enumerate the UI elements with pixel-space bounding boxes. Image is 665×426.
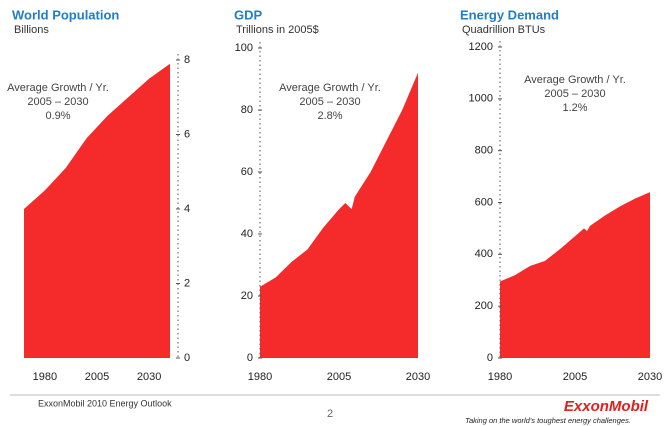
chart-title: GDP (234, 7, 263, 22)
y-tick-label: 2 (184, 277, 190, 289)
chart-subtitle: Quadrillion BTUs (462, 24, 546, 36)
y-tick-label: 1200 (469, 41, 493, 53)
annotation: Average Growth / Yr. (7, 82, 109, 94)
annotation: Average Growth / Yr. (524, 74, 626, 86)
y-tick-label: 0 (184, 352, 190, 364)
chart-subtitle: Billions (14, 24, 49, 36)
x-tick-label: 2005 (563, 371, 587, 383)
annotation: 1.2% (562, 102, 587, 114)
annotation: 0.9% (45, 110, 70, 122)
tagline: Taking on the world's toughest energy ch… (465, 416, 631, 425)
chart-subtitle: Trillions in 2005$ (236, 24, 319, 36)
page-number: 2 (327, 408, 333, 420)
y-tick-label: 600 (475, 196, 493, 208)
footer-source: ExxonMobil 2010 Energy Outlook (38, 398, 172, 408)
y-tick-label: 200 (475, 300, 493, 312)
x-tick-label: 1980 (33, 371, 57, 383)
area (260, 72, 418, 359)
y-tick-label: 8 (184, 54, 190, 66)
y-tick-label: 400 (475, 248, 493, 260)
y-tick-label: 1000 (469, 93, 493, 105)
x-tick-label: 2030 (406, 371, 430, 383)
annotation: 2005 – 2030 (299, 96, 360, 108)
y-tick-label: 20 (241, 290, 253, 302)
y-tick-label: 4 (184, 203, 190, 215)
annotation: 2005 – 2030 (544, 88, 605, 100)
annotation: 2005 – 2030 (27, 96, 88, 108)
logo: ExxonMobil (564, 398, 649, 415)
y-tick-label: 0 (487, 352, 493, 364)
x-tick-label: 1980 (488, 371, 512, 383)
x-tick-label: 2005 (85, 371, 109, 383)
x-tick-label: 1980 (248, 371, 272, 383)
x-tick-label: 2030 (638, 371, 662, 383)
chart-title: World Population (12, 7, 119, 22)
y-tick-label: 6 (184, 128, 190, 140)
annotation: Average Growth / Yr. (279, 82, 381, 94)
x-tick-label: 2030 (137, 371, 161, 383)
y-tick-label: 60 (241, 166, 253, 178)
y-tick-label: 800 (475, 145, 493, 157)
y-tick-label: 40 (241, 228, 253, 240)
area (500, 192, 650, 358)
area (24, 63, 170, 358)
chart-title: Energy Demand (460, 7, 559, 22)
y-tick-label: 100 (235, 42, 253, 54)
y-tick-label: 0 (247, 352, 253, 364)
annotation: 2.8% (317, 110, 342, 122)
y-tick-label: 80 (241, 104, 253, 116)
x-tick-label: 2005 (327, 371, 351, 383)
